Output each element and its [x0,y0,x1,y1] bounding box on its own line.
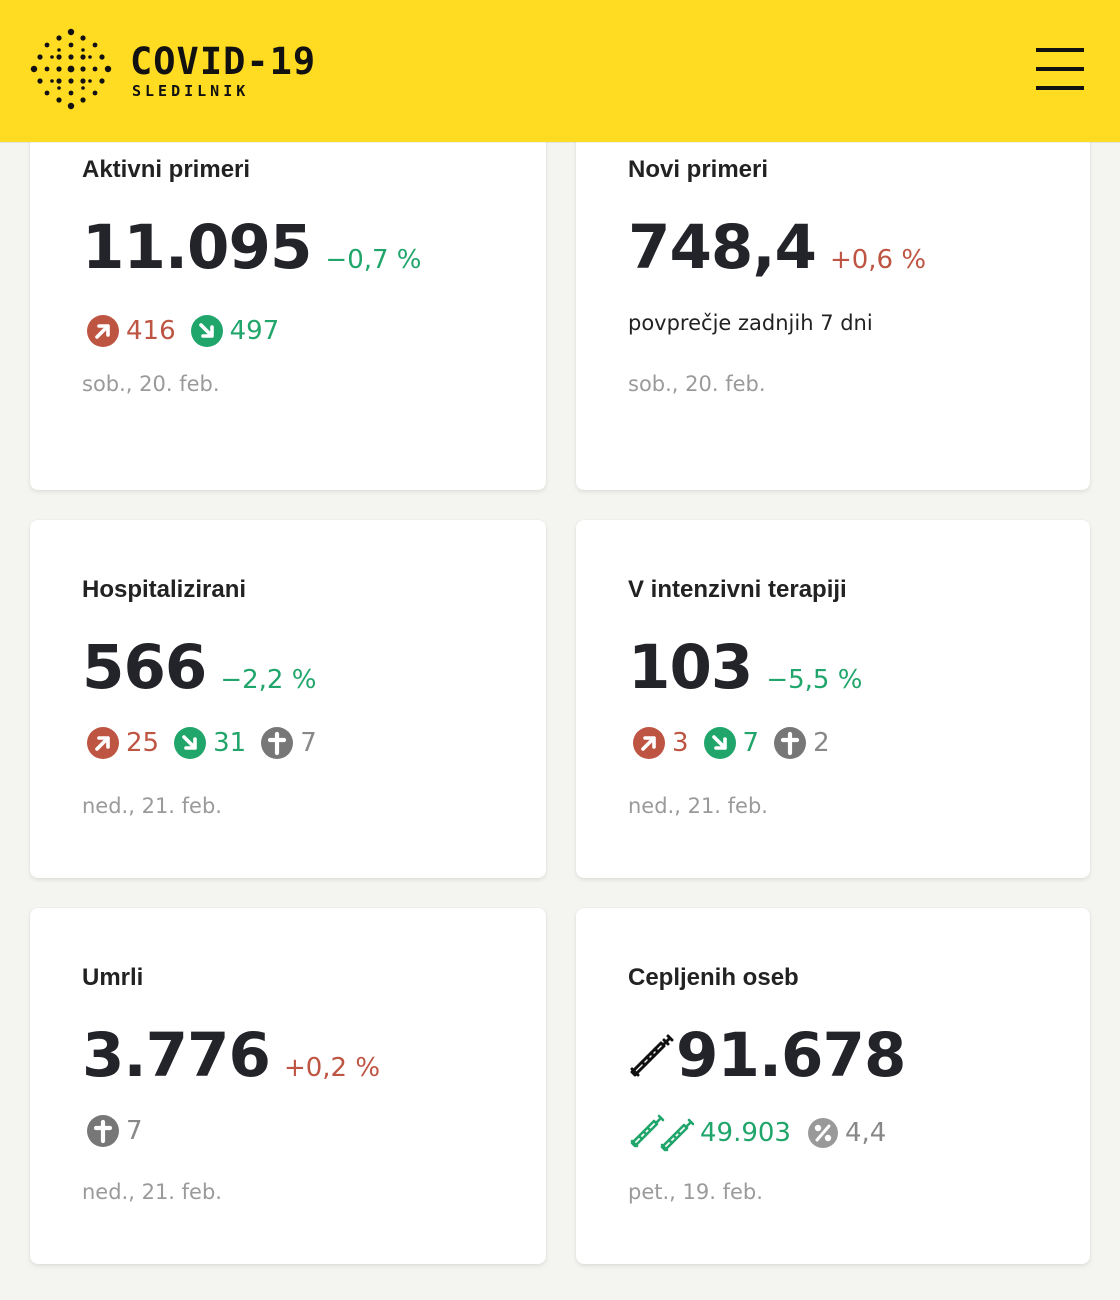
card-new-cases[interactable]: Novi primeri 748,4 +0,6 % povprečje zadn… [576,110,1090,490]
stat-deceased: 7 [260,726,317,760]
card-value: 103 [628,632,753,703]
change-percent: −2,2 % [220,665,317,695]
card-date: sob., 20. feb. [82,372,220,396]
stat-deceased: 7 [86,1114,143,1148]
stat-value: 25 [126,728,160,758]
card-vaccinated[interactable]: Cepljenih oseb 91.678 [576,908,1090,1264]
percent-icon [807,1118,838,1148]
card-value: 748,4 [628,212,817,283]
top-header: COVID-19 SLEDILNIK [0,0,1120,142]
arrow-up-right-icon [87,315,119,347]
arrow-up-right-icon [87,727,119,759]
stat-up: 3 [632,726,689,760]
stat-value: 4,4 [844,1118,887,1148]
arrow-down-right-icon [190,315,223,347]
brand-subtitle: SLEDILNIK [132,82,250,100]
stat-value: 7 [126,1116,143,1146]
stat-down: 497 [190,314,280,348]
card-hospitalized[interactable]: Hospitalizirani 566 −2,2 % 25 31 7 ned.,… [30,520,546,878]
card-date: pet., 19. feb. [628,1180,763,1204]
stat-second-dose: 49.903 [630,1114,791,1152]
card-title: V intenzivni terapiji [628,576,847,603]
card-note: povprečje zadnjih 7 dni [628,311,873,335]
stat-value: 497 [229,316,280,346]
card-date: ned., 21. feb. [82,1180,222,1204]
change-percent: +0,2 % [283,1053,381,1083]
stat-value: 2 [813,728,830,758]
change-percent: +0,6 % [829,245,927,275]
card-title: Novi primeri [628,156,769,183]
card-title: Hospitalizirani [82,576,247,603]
stat-value: 3 [672,728,689,758]
stat-up: 416 [86,314,176,348]
cross-icon [87,1115,119,1147]
stat-value: 7 [300,728,317,758]
dots-logo-icon[interactable] [30,28,112,110]
change-percent: −0,7 % [325,245,422,275]
card-title: Umrli [82,964,144,991]
card-value: 91.678 [676,1020,906,1091]
card-icu[interactable]: V intenzivni terapiji 103 −5,5 % 3 7 2 n… [576,520,1090,878]
card-title: Aktivni primeri [82,156,251,183]
cross-icon [774,727,807,759]
stat-down: 7 [703,726,760,760]
cross-icon [261,727,294,759]
stat-value: 49.903 [700,1118,791,1148]
stat-percent: 4,4 [807,1117,886,1149]
card-value: 566 [82,632,207,703]
arrow-up-right-icon [633,727,665,759]
stat-value: 416 [126,316,176,346]
card-date: sob., 20. feb. [628,372,766,396]
card-title: Cepljenih oseb [628,964,799,991]
stat-down: 31 [173,726,246,760]
card-value: 3.776 [82,1020,271,1091]
card-deceased[interactable]: Umrli 3.776 +0,2 % 7 ned., 21. feb. [30,908,546,1264]
hamburger-menu-icon[interactable] [1032,48,1084,92]
stat-deceased: 2 [773,726,830,760]
stat-value: 7 [742,728,760,758]
syringe-icon [630,1034,674,1076]
card-date: ned., 21. feb. [628,794,768,818]
card-value: 11.095 [82,212,312,283]
arrow-down-right-icon [174,727,207,759]
stat-value: 31 [213,728,247,758]
double-syringe-icon [630,1114,694,1152]
change-percent: −5,5 % [766,665,863,695]
stat-up: 25 [86,726,159,760]
arrow-down-right-icon [703,727,736,759]
brand-title[interactable]: COVID-19 [130,40,317,83]
card-active-cases[interactable]: Aktivni primeri 11.095 −0,7 % 416 497 so… [30,110,546,490]
card-date: ned., 21. feb. [82,794,222,818]
